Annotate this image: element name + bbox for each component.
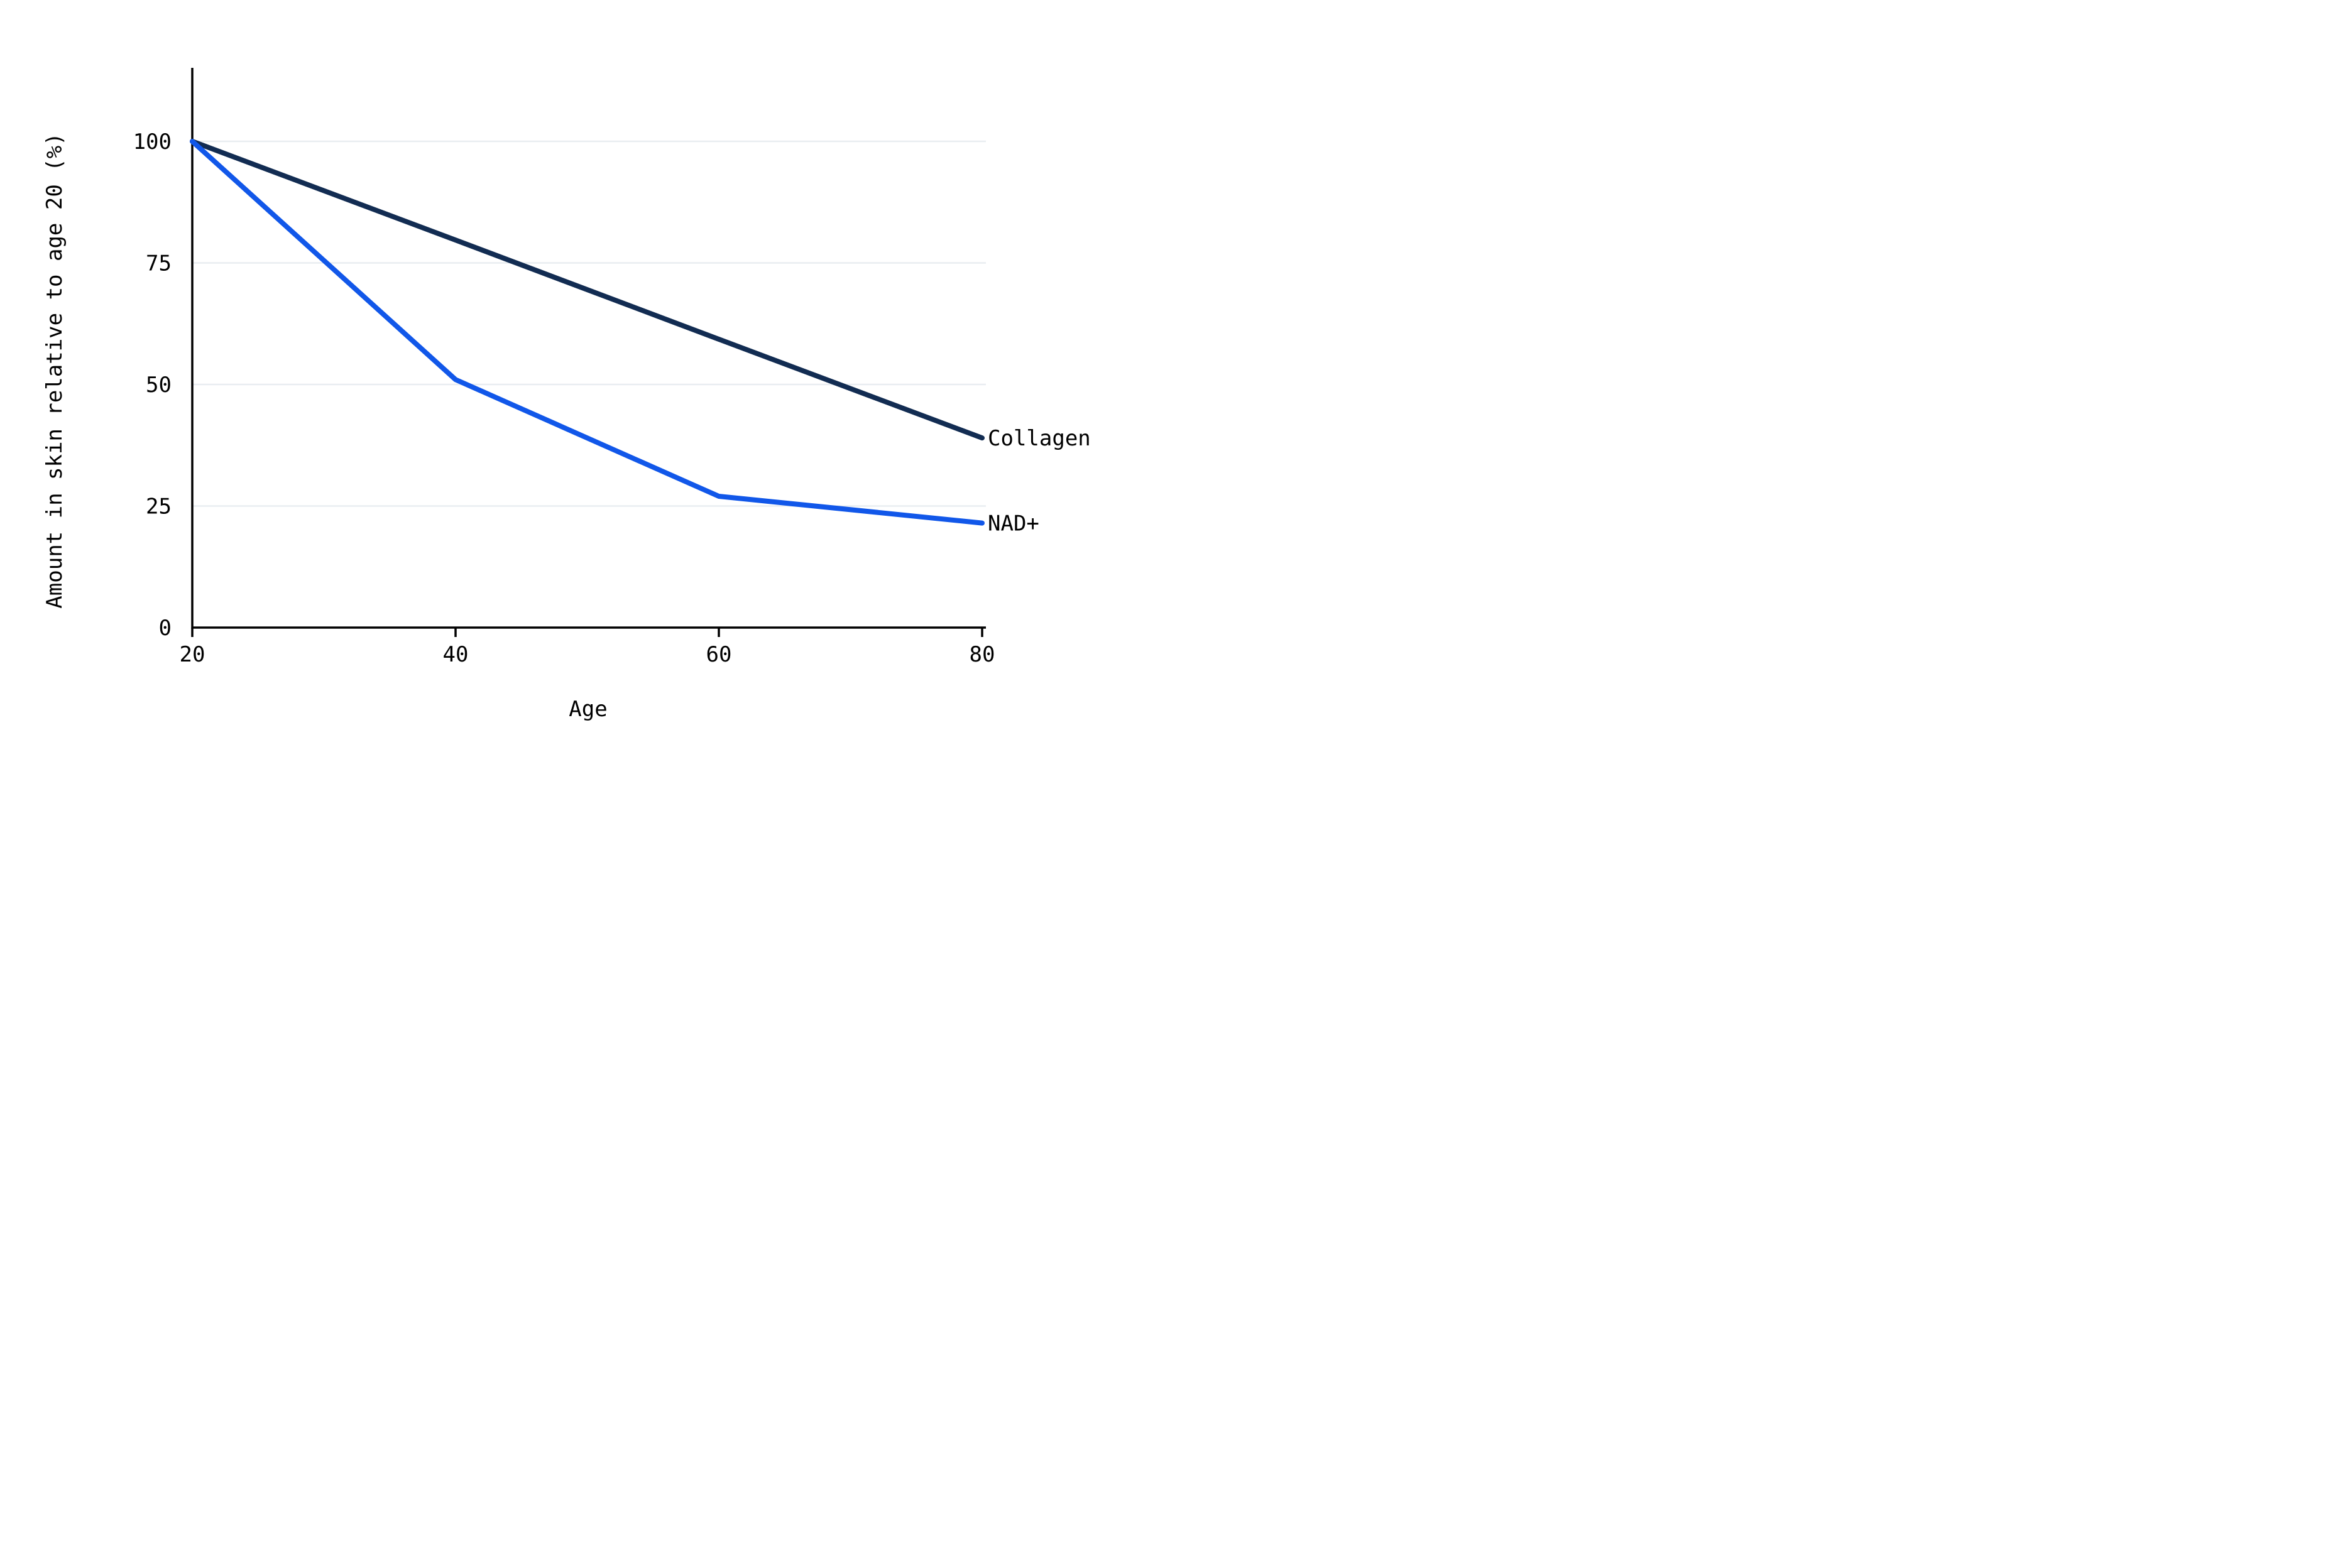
series-line-collagen xyxy=(190,139,985,441)
y-tick-label-0: 0 xyxy=(159,616,172,641)
y-tick-label-50: 50 xyxy=(146,373,172,398)
ticks-group: 20 40 60 80 0 25 50 75 100 xyxy=(133,129,995,667)
x-tick-label-80: 80 xyxy=(970,642,995,667)
series-label-nad: NAD+ xyxy=(988,511,1039,536)
x-axis-title: Age xyxy=(569,697,607,722)
gridlines-group xyxy=(192,140,986,507)
y-tick-label-25: 25 xyxy=(146,494,172,520)
axes-group xyxy=(191,68,986,629)
line-chart-svg: 20 40 60 80 0 25 50 75 100 Collagen NAD+ Age Amou… xyxy=(42,68,1091,722)
series-label-collagen: Collagen xyxy=(988,426,1091,451)
series-group xyxy=(190,139,985,526)
series-labels-group: Collagen NAD+ xyxy=(988,426,1091,536)
y-tick-label-100: 100 xyxy=(133,129,172,155)
chart-container: 20 40 60 80 0 25 50 75 100 Collagen NAD+ Age Amou… xyxy=(0,0,1165,784)
x-tick-label-40: 40 xyxy=(443,642,469,667)
x-tick-label-20: 20 xyxy=(180,642,205,667)
x-tick-label-60: 60 xyxy=(706,642,732,667)
y-axis-title: Amount in skin relative to age 20 (%) xyxy=(42,133,67,608)
y-tick-label-75: 75 xyxy=(146,251,172,276)
series-line-nad xyxy=(190,139,985,526)
